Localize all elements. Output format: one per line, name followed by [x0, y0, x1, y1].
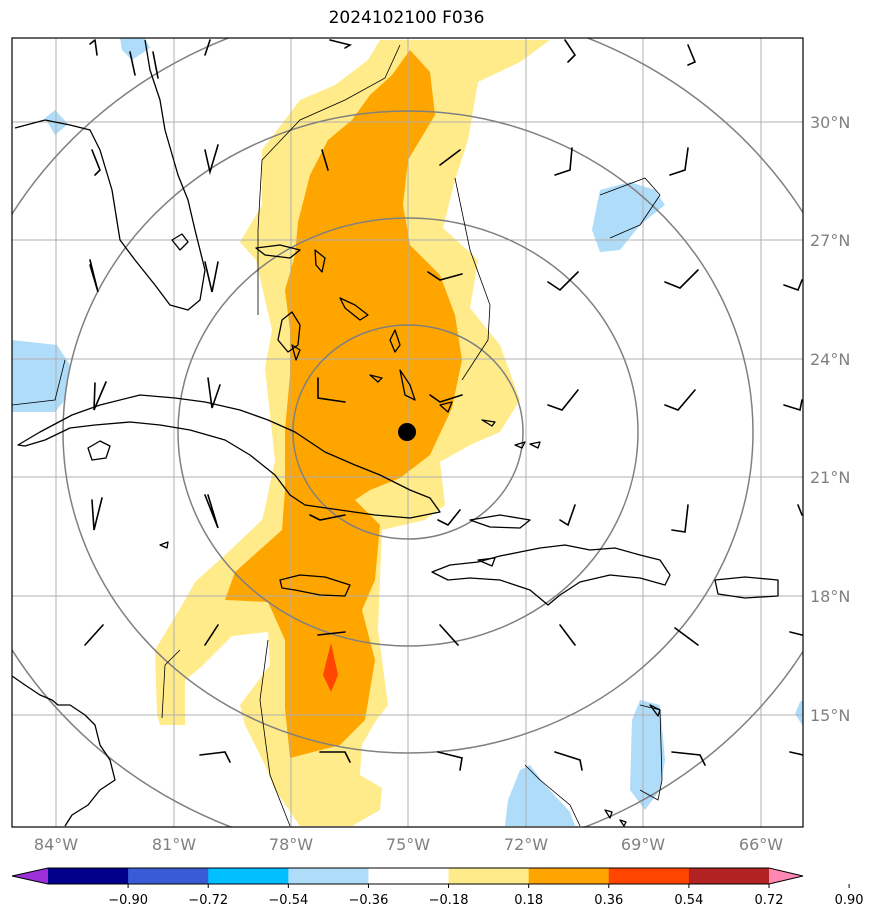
lon-labels: 84°W 81°W 78°W 75°W 72°W 69°W 66°W — [34, 835, 783, 854]
contour-lines — [12, 44, 663, 827]
colorbar-extend-low — [12, 868, 48, 884]
lon-label: 69°W — [621, 835, 665, 854]
colorbar-tick-label: −0.54 — [268, 893, 308, 908]
lon-label: 66°W — [739, 835, 783, 854]
lon-label: 84°W — [34, 835, 78, 854]
wind-barbs — [84, 39, 803, 771]
colorbar-tick-label: 0.90 — [835, 893, 864, 908]
colorbar: −0.90 −0.72 −0.54 −0.36 −0.18 0.18 0.36 0.54 0.7… — [11, 867, 864, 908]
colorbar-tick-label: −0.72 — [188, 893, 228, 908]
lat-label: 18°N — [810, 587, 850, 606]
colorbar-bin — [448, 868, 530, 884]
colorbar-bin — [48, 868, 129, 884]
colorbar-tick-label: 0.54 — [674, 893, 703, 908]
lon-label: 75°W — [386, 835, 430, 854]
map-frame — [11, 37, 804, 828]
lat-label: 27°N — [810, 231, 850, 250]
lat-label: 21°N — [810, 468, 850, 487]
lat-label: 24°N — [810, 350, 850, 369]
lon-label: 81°W — [152, 835, 196, 854]
colorbar-bin — [288, 868, 369, 884]
map-title: 2024102100 F036 — [328, 8, 485, 28]
map-area — [12, 38, 803, 827]
colorbar-bin — [208, 868, 289, 884]
lat-label: 30°N — [810, 113, 850, 132]
anomaly-orange — [225, 50, 462, 758]
colorbar-bin — [128, 868, 209, 884]
colorbar-tick-label: −0.18 — [429, 893, 469, 908]
lon-label: 78°W — [269, 835, 313, 854]
lat-labels: 30°N 27°N 24°N 21°N 18°N 15°N — [810, 113, 850, 725]
colorbar-extend-high — [769, 868, 803, 884]
anomaly-red — [323, 643, 338, 692]
colorbar-tick-label: −0.90 — [108, 893, 148, 908]
colorbar-tick-label: 0.18 — [514, 893, 543, 908]
storm-center-marker — [398, 423, 416, 441]
colorbar-tick-label: −0.36 — [349, 893, 389, 908]
colorbar-bin — [368, 868, 450, 884]
colorbar-bin — [688, 868, 770, 884]
lat-label: 15°N — [810, 706, 850, 725]
colorbar-tick-label: 0.36 — [594, 893, 623, 908]
coastlines — [12, 39, 779, 827]
graticule — [12, 38, 803, 827]
colorbar-tick-label: 0.72 — [755, 893, 784, 908]
lon-label: 72°W — [504, 835, 548, 854]
colorbar-outline — [11, 867, 804, 885]
colorbar-bin — [608, 868, 690, 884]
colorbar-bin — [528, 868, 610, 884]
